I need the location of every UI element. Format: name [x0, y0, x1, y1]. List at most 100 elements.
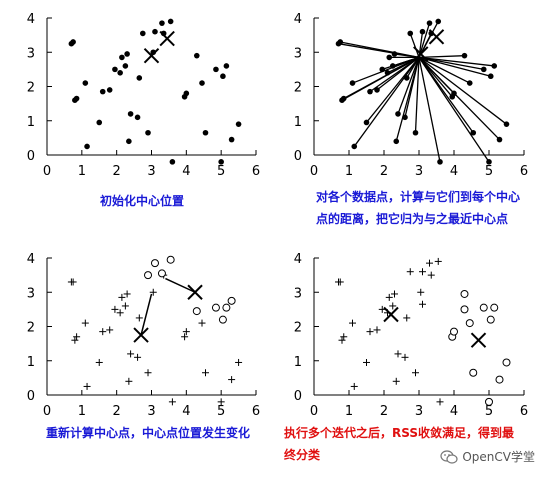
y-tick-label: 2: [294, 81, 302, 96]
data-point: [183, 90, 190, 97]
data-point: [340, 95, 347, 102]
data-point-circle: [218, 315, 227, 324]
data-point-plus: [338, 336, 346, 344]
data-point-circle: [485, 397, 493, 406]
data-point: [496, 136, 503, 143]
y-tick-label: 0: [27, 389, 35, 404]
axes: [46, 257, 257, 396]
x-tick-label: 1: [78, 404, 86, 419]
data-point-plus: [401, 353, 409, 361]
panel-assign-points: 0 1 2 3 4 5 6 0 1 2 3 4 对各个数据点，计算与它们到每个中心 点的距离，把它归为…: [270, 0, 541, 240]
caption-line: 对各个数据点，计算与它们到每个中心: [316, 190, 521, 204]
data-point: [152, 28, 158, 35]
data-point-plus: [181, 333, 189, 341]
x-tick-label: 6: [520, 164, 528, 179]
data-point-plus: [168, 398, 176, 406]
data-point-circle: [460, 305, 469, 314]
data-point-plus: [182, 328, 190, 336]
y-tick-label: 1: [294, 355, 302, 370]
distance-line: [418, 56, 491, 77]
data-point: [106, 87, 113, 93]
data-point: [426, 20, 433, 26]
data-point: [70, 39, 76, 45]
data-point-plus: [427, 271, 435, 279]
y-tick-label: 1: [27, 355, 35, 370]
distance-line: [353, 57, 420, 147]
scatter-plot-assign: 0 1 2 3 4 5 6 0 1 2 3 4: [294, 12, 528, 179]
data-point: [487, 73, 494, 80]
distance-line: [418, 22, 431, 58]
y-tick-label: 0: [27, 149, 35, 164]
data-point: [202, 129, 209, 136]
data-point-circle: [502, 358, 511, 367]
data-point: [169, 159, 176, 165]
distance-line: [404, 57, 420, 118]
data-point: [84, 143, 90, 150]
caption-line: 初始化中心位置: [100, 194, 185, 208]
data-point: [119, 54, 125, 61]
data-point: [139, 30, 146, 37]
panel-final-clusters: 0 1 2 3 4 5 6 0 1 2 3 4 执行多个迭代之后，RSS收敛满足，得到最 终分类: [270, 240, 541, 479]
x-tick-label: 4: [182, 404, 190, 419]
cluster-center: [143, 47, 160, 64]
axes: [313, 17, 525, 156]
data-point-circle: [150, 259, 159, 268]
data-point-plus: [392, 377, 400, 385]
data-point: [393, 138, 400, 145]
data-point-plus: [134, 353, 142, 361]
data-point-plus: [123, 290, 131, 298]
data-point-circle: [450, 327, 458, 336]
distance-line: [418, 56, 500, 141]
caption-final: 执行多个迭代之后，RSS收敛满足，得到最 终分类: [284, 422, 540, 466]
data-point: [367, 88, 373, 95]
x-tick-label: 1: [345, 404, 353, 419]
data-point-plus: [69, 278, 77, 286]
data-point-plus: [217, 398, 225, 406]
distance-line: [418, 56, 507, 125]
cluster-center: [159, 30, 175, 47]
y-tick-label: 2: [27, 321, 35, 336]
data-point: [412, 129, 419, 136]
x-tick-label: 5: [485, 164, 493, 179]
data-point: [451, 90, 457, 97]
axes: [313, 257, 525, 396]
caption-assign: 对各个数据点，计算与它们到每个中心 点的距离，把它归为与之最近中心点: [316, 186, 541, 230]
data-point-circle: [227, 296, 236, 305]
data-point-plus: [73, 333, 81, 341]
data-point-circle: [157, 269, 166, 278]
data-point: [117, 70, 123, 76]
data-point: [228, 136, 235, 143]
data-point-plus: [71, 336, 79, 344]
data-point-plus: [426, 259, 433, 267]
data-point: [419, 28, 426, 35]
data-point: [386, 54, 393, 61]
x-tick-label: 5: [217, 404, 225, 419]
x-tick-label: 2: [380, 164, 388, 179]
x-tick-label: 3: [415, 164, 423, 179]
distance-line: [397, 57, 420, 115]
data-point-plus: [385, 293, 393, 301]
watermark-text: OpenCV学堂: [462, 450, 535, 464]
data-point-plus: [111, 305, 119, 313]
data-point-circle: [166, 255, 175, 264]
data-point-plus: [417, 288, 425, 296]
data-point-plus: [403, 314, 411, 322]
x-tick-label: 5: [485, 404, 493, 419]
data-point: [486, 159, 492, 165]
panel-recompute-centers: 0 1 2 3 4 5 6 0 1 2 3 4 重新计算中心点，中心点位置发生变化: [0, 240, 270, 479]
x-tick-label: 6: [252, 164, 260, 179]
x-tick-label: 6: [520, 404, 528, 419]
data-point: [145, 129, 151, 136]
y-tick-label: 4: [27, 252, 35, 267]
data-point: [389, 63, 396, 69]
x-tick-label: 2: [113, 164, 121, 179]
data-point-plus: [95, 358, 103, 366]
x-tick-label: 4: [450, 164, 458, 179]
data-point: [218, 159, 224, 165]
data-point-plus: [135, 314, 143, 322]
data-point-plus: [350, 382, 358, 390]
y-tick-label: 3: [27, 286, 35, 301]
data-point-plus: [99, 328, 107, 336]
data-point: [159, 20, 165, 26]
x-tick-label: 0: [310, 404, 318, 419]
